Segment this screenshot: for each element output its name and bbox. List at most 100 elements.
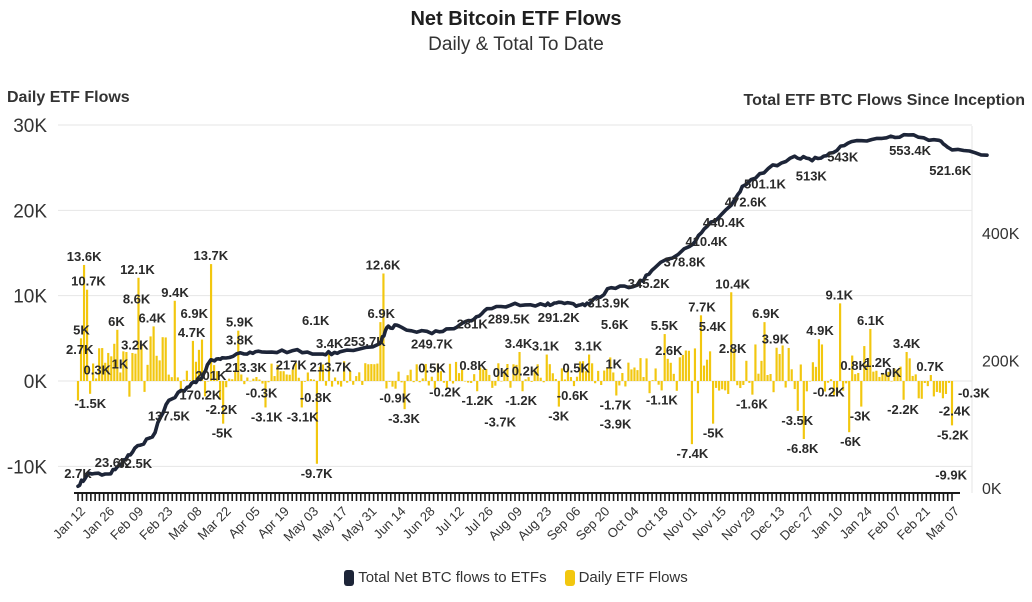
daily-bar bbox=[258, 379, 261, 381]
daily-bar bbox=[228, 378, 231, 381]
right-axis-tick-label: 0K bbox=[982, 481, 1002, 498]
x-axis-tick-label: Jan 10 bbox=[807, 504, 845, 542]
daily-value-label: -5.2K bbox=[937, 427, 969, 442]
legend-item-total[interactable]: Total Net BTC flows to ETFs bbox=[344, 569, 547, 586]
daily-bar bbox=[128, 381, 131, 397]
daily-value-label: 3.1K bbox=[575, 339, 603, 354]
daily-bar bbox=[146, 364, 149, 381]
daily-value-label: -1.1K bbox=[646, 392, 678, 407]
daily-bar bbox=[225, 381, 228, 388]
daily-bar bbox=[506, 363, 509, 381]
daily-bar bbox=[285, 374, 288, 381]
daily-bar bbox=[911, 375, 914, 381]
daily-bar bbox=[385, 381, 388, 389]
total-value-label: 23.6K bbox=[95, 455, 130, 470]
daily-bar bbox=[421, 378, 424, 381]
daily-bar bbox=[231, 379, 234, 381]
daily-bar bbox=[197, 349, 201, 381]
daily-bar bbox=[560, 368, 563, 381]
daily-bar bbox=[394, 381, 397, 389]
daily-bar bbox=[947, 381, 951, 383]
total-value-label: 289.5K bbox=[488, 311, 531, 326]
daily-bar bbox=[690, 381, 694, 445]
daily-bar bbox=[358, 372, 361, 381]
daily-bar bbox=[799, 364, 802, 381]
daily-bar bbox=[503, 369, 506, 381]
daily-bar bbox=[811, 362, 814, 381]
daily-bar bbox=[134, 353, 137, 381]
daily-bar bbox=[920, 381, 923, 399]
daily-bar bbox=[113, 343, 116, 381]
daily-bar bbox=[448, 363, 452, 381]
daily-bar bbox=[636, 370, 639, 381]
daily-bar bbox=[748, 381, 751, 383]
daily-value-label: 6.9K bbox=[752, 306, 780, 321]
daily-value-label: 5K bbox=[73, 322, 90, 337]
daily-bar bbox=[170, 377, 173, 381]
daily-bar bbox=[110, 356, 113, 381]
daily-bar bbox=[119, 372, 122, 381]
daily-value-label: -6.8K bbox=[787, 441, 819, 456]
daily-bar bbox=[578, 361, 582, 381]
daily-value-label: 5.5K bbox=[651, 318, 679, 333]
daily-bar bbox=[140, 344, 143, 381]
daily-value-label: -6K bbox=[840, 434, 862, 449]
daily-bar bbox=[557, 381, 560, 407]
legend-label-daily: Daily ETF Flows bbox=[578, 569, 688, 586]
daily-bar bbox=[929, 375, 932, 381]
daily-bar bbox=[303, 381, 306, 382]
daily-bar bbox=[536, 364, 539, 381]
daily-bar bbox=[518, 351, 521, 381]
daily-value-label: 3.4K bbox=[505, 336, 533, 351]
daily-value-label: -9.9K bbox=[935, 467, 967, 482]
daily-value-label: 3.4K bbox=[893, 336, 921, 351]
daily-bar bbox=[200, 339, 204, 381]
daily-value-label: 6K bbox=[108, 314, 125, 329]
daily-bar bbox=[742, 381, 745, 385]
daily-bar bbox=[500, 381, 503, 382]
daily-bar bbox=[436, 363, 439, 381]
total-value-label: 440.4K bbox=[703, 215, 746, 230]
daily-bar bbox=[884, 374, 887, 381]
legend-item-daily[interactable]: Daily ETF Flows bbox=[564, 569, 688, 586]
daily-value-label: 0.2K bbox=[512, 363, 540, 378]
daily-bar bbox=[439, 371, 442, 381]
daily-bar bbox=[778, 353, 781, 381]
daily-bar bbox=[835, 381, 839, 396]
daily-bar bbox=[176, 377, 179, 381]
daily-bar bbox=[624, 381, 627, 387]
daily-bar bbox=[854, 374, 857, 381]
left-axis-tick-label: -10K bbox=[7, 457, 47, 478]
daily-value-label: 7.7K bbox=[688, 299, 716, 314]
total-line bbox=[76, 132, 989, 489]
daily-bar bbox=[627, 362, 630, 381]
daily-value-label: 1K bbox=[605, 356, 622, 371]
daily-bar bbox=[872, 371, 875, 381]
daily-bar bbox=[194, 361, 198, 381]
daily-bar bbox=[941, 381, 945, 399]
daily-value-label: 0.7K bbox=[916, 359, 944, 374]
daily-bar bbox=[660, 381, 663, 391]
daily-bar bbox=[908, 358, 911, 381]
daily-value-label: 5.6K bbox=[601, 317, 629, 332]
daily-bar bbox=[497, 363, 500, 381]
daily-bar bbox=[675, 381, 678, 391]
daily-value-label: 0.3K bbox=[83, 362, 111, 377]
daily-bar bbox=[164, 337, 167, 381]
daily-bar bbox=[718, 381, 721, 391]
daily-bar bbox=[512, 364, 515, 381]
total-value-label: 2.7K bbox=[64, 466, 92, 481]
daily-bar bbox=[699, 315, 703, 381]
daily-bar bbox=[545, 354, 548, 381]
total-value-label: 281K bbox=[457, 317, 489, 332]
daily-bar bbox=[403, 381, 406, 410]
daily-bar bbox=[324, 381, 328, 386]
daily-bar bbox=[581, 361, 585, 381]
daily-bar bbox=[216, 371, 219, 381]
daily-bar bbox=[309, 379, 312, 381]
daily-bar bbox=[766, 375, 769, 381]
daily-value-label: 5.9K bbox=[226, 315, 254, 330]
daily-bar bbox=[464, 381, 467, 382]
daily-bar bbox=[724, 381, 727, 391]
daily-bar bbox=[282, 371, 285, 381]
